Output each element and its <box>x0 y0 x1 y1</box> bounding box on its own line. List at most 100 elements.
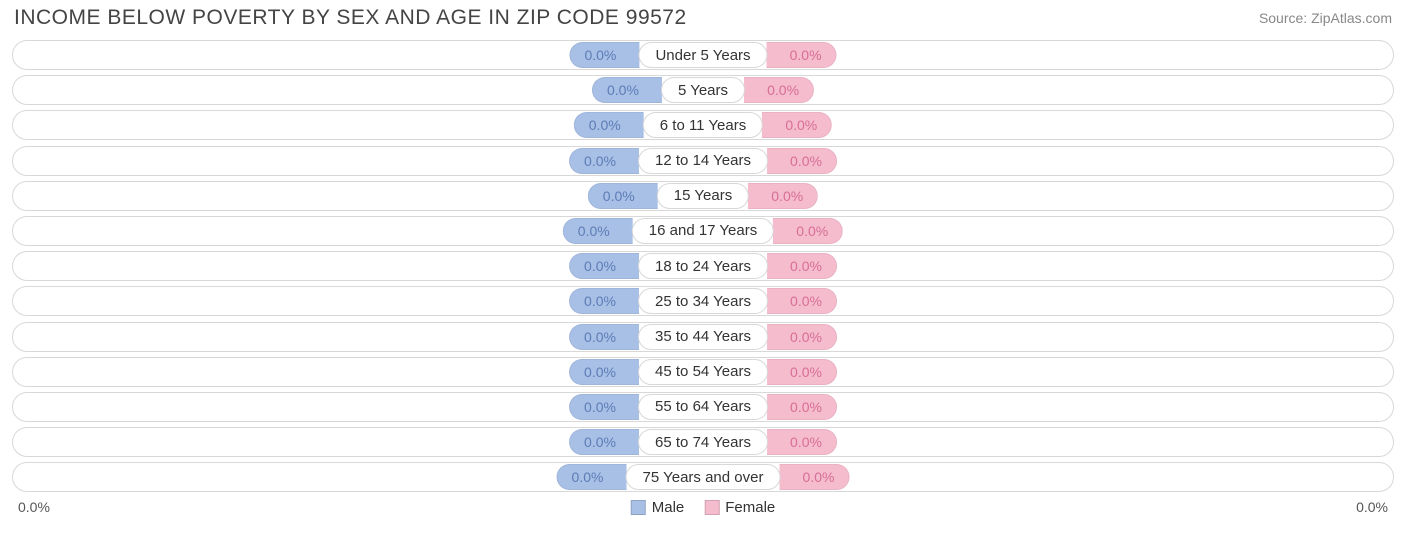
chart-row: 0.0% 25 to 34 Years 0.0% <box>12 286 1394 316</box>
age-label: 5 Years <box>661 77 745 103</box>
row-center-group: 0.0% 6 to 11 Years 0.0% <box>574 112 832 138</box>
age-label: 45 to 54 Years <box>638 359 768 385</box>
male-value: 0.0% <box>607 82 639 98</box>
female-value: 0.0% <box>790 293 822 309</box>
female-bar: 0.0% <box>767 42 837 68</box>
chart-row: 0.0% 35 to 44 Years 0.0% <box>12 322 1394 352</box>
female-value: 0.0% <box>771 188 803 204</box>
female-bar: 0.0% <box>767 148 837 174</box>
male-value: 0.0% <box>589 117 621 133</box>
female-bar: 0.0% <box>767 288 837 314</box>
chart-row: 0.0% Under 5 Years 0.0% <box>12 40 1394 70</box>
male-value: 0.0% <box>584 258 616 274</box>
age-label: 25 to 34 Years <box>638 288 768 314</box>
female-bar: 0.0% <box>762 112 832 138</box>
row-center-group: 0.0% 45 to 54 Years 0.0% <box>569 359 837 385</box>
legend-female-label: Female <box>725 499 775 516</box>
female-value: 0.0% <box>790 434 822 450</box>
chart-row: 0.0% 12 to 14 Years 0.0% <box>12 146 1394 176</box>
legend-male: Male <box>631 499 685 516</box>
female-value: 0.0% <box>790 258 822 274</box>
male-bar: 0.0% <box>569 253 639 279</box>
row-center-group: 0.0% 15 Years 0.0% <box>588 183 818 209</box>
male-bar: 0.0% <box>563 218 633 244</box>
chart-row: 0.0% 45 to 54 Years 0.0% <box>12 357 1394 387</box>
chart-row: 0.0% 65 to 74 Years 0.0% <box>12 427 1394 457</box>
female-value: 0.0% <box>796 223 828 239</box>
female-bar: 0.0% <box>767 394 837 420</box>
female-bar: 0.0% <box>748 183 818 209</box>
male-bar: 0.0% <box>569 42 639 68</box>
chart-row: 0.0% 16 and 17 Years 0.0% <box>12 216 1394 246</box>
age-label: 6 to 11 Years <box>643 112 763 138</box>
age-label: Under 5 Years <box>638 42 767 68</box>
legend-female: Female <box>704 499 775 516</box>
male-value: 0.0% <box>572 469 604 485</box>
row-center-group: 0.0% 75 Years and over 0.0% <box>557 464 850 490</box>
row-center-group: 0.0% 16 and 17 Years 0.0% <box>563 218 843 244</box>
chart-row: 0.0% 15 Years 0.0% <box>12 181 1394 211</box>
chart-row: 0.0% 18 to 24 Years 0.0% <box>12 251 1394 281</box>
male-value: 0.0% <box>584 293 616 309</box>
male-value: 0.0% <box>584 434 616 450</box>
male-value: 0.0% <box>584 399 616 415</box>
chart-row: 0.0% 55 to 64 Years 0.0% <box>12 392 1394 422</box>
row-center-group: 0.0% 12 to 14 Years 0.0% <box>569 148 837 174</box>
male-value: 0.0% <box>584 329 616 345</box>
male-bar: 0.0% <box>569 359 639 385</box>
row-center-group: 0.0% 5 Years 0.0% <box>592 77 814 103</box>
male-value: 0.0% <box>584 364 616 380</box>
age-label: 65 to 74 Years <box>638 429 768 455</box>
female-bar: 0.0% <box>767 253 837 279</box>
row-center-group: 0.0% 18 to 24 Years 0.0% <box>569 253 837 279</box>
legend-male-label: Male <box>652 499 685 516</box>
male-bar: 0.0% <box>569 324 639 350</box>
male-bar: 0.0% <box>569 148 639 174</box>
row-center-group: 0.0% 55 to 64 Years 0.0% <box>569 394 837 420</box>
x-axis: 0.0% Male Female 0.0% <box>0 497 1406 515</box>
pyramid-chart: 0.0%Under 5 Years0.0%0.0%5 Years0.0%0.0%… <box>0 40 1406 492</box>
age-label: 55 to 64 Years <box>638 394 768 420</box>
axis-right-label: 0.0% <box>1356 499 1388 515</box>
male-bar: 0.0% <box>588 183 658 209</box>
age-label: 16 and 17 Years <box>632 218 774 244</box>
chart-row: 0.0% 75 Years and over 0.0% <box>12 462 1394 492</box>
female-value: 0.0% <box>790 329 822 345</box>
female-swatch-icon <box>704 500 719 515</box>
male-bar: 0.0% <box>569 394 639 420</box>
female-bar: 0.0% <box>779 464 849 490</box>
male-bar: 0.0% <box>557 464 627 490</box>
row-center-group: 0.0% 25 to 34 Years 0.0% <box>569 288 837 314</box>
age-label: 12 to 14 Years <box>638 148 768 174</box>
female-bar: 0.0% <box>773 218 843 244</box>
male-value: 0.0% <box>603 188 635 204</box>
row-center-group: 0.0% 65 to 74 Years 0.0% <box>569 429 837 455</box>
female-bar: 0.0% <box>767 359 837 385</box>
male-value: 0.0% <box>584 47 616 63</box>
chart-source: Source: ZipAtlas.com <box>1259 10 1392 26</box>
female-value: 0.0% <box>790 153 822 169</box>
chart-row: 0.0% 6 to 11 Years 0.0% <box>12 110 1394 140</box>
age-label: 35 to 44 Years <box>638 324 768 350</box>
row-center-group: 0.0% 35 to 44 Years 0.0% <box>569 324 837 350</box>
header: INCOME BELOW POVERTY BY SEX AND AGE IN Z… <box>0 0 1406 40</box>
male-bar: 0.0% <box>574 112 644 138</box>
male-value: 0.0% <box>578 223 610 239</box>
male-bar: 0.0% <box>569 288 639 314</box>
age-label: 15 Years <box>657 183 749 209</box>
male-swatch-icon <box>631 500 646 515</box>
female-value: 0.0% <box>767 82 799 98</box>
female-value: 0.0% <box>790 364 822 380</box>
male-value: 0.0% <box>584 153 616 169</box>
female-value: 0.0% <box>790 399 822 415</box>
male-bar: 0.0% <box>569 429 639 455</box>
female-bar: 0.0% <box>767 429 837 455</box>
female-value: 0.0% <box>790 47 822 63</box>
female-value: 0.0% <box>785 117 817 133</box>
age-label: 18 to 24 Years <box>638 253 768 279</box>
row-center-group: 0.0% Under 5 Years 0.0% <box>569 42 836 68</box>
female-bar: 0.0% <box>744 77 814 103</box>
male-bar: 0.0% <box>592 77 662 103</box>
female-value: 0.0% <box>803 469 835 485</box>
age-label: 75 Years and over <box>626 464 781 490</box>
